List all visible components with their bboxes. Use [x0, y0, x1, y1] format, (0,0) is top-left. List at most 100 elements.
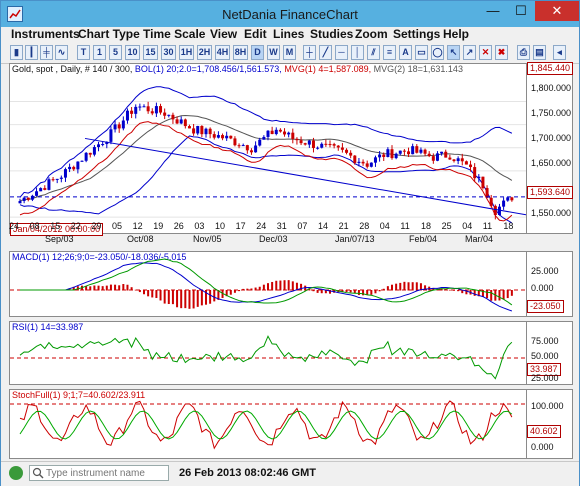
macd-histogram-bar [440, 288, 443, 291]
line-chart-icon[interactable]: ∿ [55, 45, 68, 60]
period-monthly-button[interactable]: M [283, 45, 296, 60]
period-1m-button[interactable]: 1 [93, 45, 106, 60]
candle [402, 150, 406, 152]
candle [510, 197, 514, 201]
candle [72, 166, 76, 170]
stoch-pane[interactable]: StochFull(1) 9;1;7=40.602/23.911 [9, 389, 527, 459]
candle [262, 136, 266, 140]
period-15m-button[interactable]: 15 [143, 45, 158, 60]
candle [320, 143, 324, 148]
candle [448, 157, 452, 160]
menu-edit[interactable]: Edit [244, 27, 267, 41]
instrument-search-input[interactable] [46, 467, 164, 479]
candlestick-icon[interactable]: ┃ [25, 45, 38, 60]
bar-chart-icon[interactable]: ▮ [10, 45, 23, 60]
macd-histogram-bar [395, 283, 398, 291]
period-4h-button[interactable]: 4H [215, 45, 230, 60]
macd-histogram-bar [209, 290, 212, 304]
period-30m-button[interactable]: 30 [161, 45, 176, 60]
period-8h-button[interactable]: 8H [233, 45, 248, 60]
ohlc-icon[interactable]: ╪ [40, 45, 53, 60]
candle [249, 150, 253, 153]
macd-histogram-bar [101, 286, 104, 291]
candle [245, 145, 249, 151]
period-2h-button[interactable]: 2H [197, 45, 212, 60]
candle [229, 135, 233, 139]
menu-chart-type[interactable]: Chart Type [78, 27, 140, 41]
trendline-icon[interactable]: ╱ [319, 45, 332, 60]
maximize-button[interactable]: ☐ [515, 3, 527, 18]
period-10m-button[interactable]: 10 [125, 45, 140, 60]
candle [456, 158, 460, 162]
price-axis[interactable]: 1,845.440 1,800.000 1,750.000 1,700.000 … [527, 62, 574, 234]
menu-zoom[interactable]: Zoom [355, 27, 388, 41]
window-layout-icon[interactable]: ▤ [533, 45, 546, 60]
delete-icon[interactable]: ✕ [479, 45, 492, 60]
delete-all-icon[interactable]: ✖ [495, 45, 508, 60]
menu-help[interactable]: Help [443, 27, 470, 41]
candle [390, 149, 394, 159]
close-button[interactable]: ✕ [535, 1, 579, 21]
rectangle-icon[interactable]: ▭ [415, 45, 428, 60]
candle [237, 145, 241, 147]
pointer-icon[interactable]: ↖ [447, 45, 460, 60]
toolbar-scroll-icon[interactable]: ◂ [553, 45, 566, 60]
macd-histogram-bar [271, 281, 274, 291]
candle [130, 110, 134, 114]
menu-view[interactable]: View [210, 27, 238, 41]
title-bar: NetDania FinanceChart — ☐ ✕ [1, 1, 579, 27]
candle [183, 119, 187, 127]
macd-histogram-bar [448, 289, 451, 291]
time-tick-day: 17 [235, 221, 246, 231]
candle [316, 147, 320, 149]
price-chart [10, 86, 526, 224]
period-5m-button[interactable]: 5 [109, 45, 122, 60]
fibonacci-icon[interactable]: ≡ [383, 45, 396, 60]
macd-histogram-bar [341, 290, 344, 293]
macd-histogram-bar [287, 280, 290, 291]
macd-histogram-bar [138, 290, 141, 293]
channel-icon[interactable]: ⫽ [367, 45, 380, 60]
price-chart-pane[interactable]: Gold, spot , Daily, # 140 / 300, BOL(1) … [9, 63, 527, 236]
menu-lines[interactable]: Lines [273, 27, 305, 41]
period-weekly-button[interactable]: W [267, 45, 280, 60]
crosshair-icon[interactable]: ┼ [303, 45, 316, 60]
instrument-search[interactable] [29, 465, 169, 481]
macd-last-label: -23.050 [527, 300, 564, 313]
candle [76, 161, 80, 170]
period-1h-button[interactable]: 1H [179, 45, 194, 60]
period-daily-button[interactable]: D [251, 45, 264, 60]
macd-histogram-bar [382, 288, 385, 291]
time-tick-day: 14 [318, 221, 329, 231]
menu-studies[interactable]: Studies [310, 27, 354, 41]
time-tick-day: 18 [421, 221, 432, 231]
arrow-icon[interactable]: ↗ [463, 45, 476, 60]
hline-icon[interactable]: ─ [335, 45, 348, 60]
vline-icon[interactable]: │ [351, 45, 364, 60]
ellipse-icon[interactable]: ◯ [431, 45, 444, 60]
text-tool-icon[interactable]: A [399, 45, 412, 60]
candle [171, 114, 175, 120]
candle [497, 206, 501, 215]
macd-histogram-bar [362, 290, 365, 296]
time-tick-day: 10 [215, 221, 226, 231]
macd-tick: 0.000 [531, 283, 554, 293]
macd-histogram-bar [68, 288, 71, 291]
macd-histogram-bar [242, 288, 245, 291]
time-tick-month: Sep/03 [45, 234, 74, 244]
candle [266, 130, 270, 137]
candle [361, 161, 365, 164]
stoch-last-label: 40.602 [527, 425, 561, 438]
candle [464, 161, 468, 165]
candle [485, 188, 489, 198]
macd-pane[interactable]: MACD(1) 12;26;9;0=-23.050/-18.036/-5.015 [9, 251, 527, 317]
macd-histogram-bar [481, 290, 484, 297]
minimize-button[interactable]: — [486, 3, 500, 18]
candle [59, 177, 63, 179]
menu-time-scale[interactable]: Time Scale [143, 27, 206, 41]
print-icon[interactable]: ⎙ [517, 45, 530, 60]
menu-instruments[interactable]: Instruments [11, 27, 80, 41]
menu-settings[interactable]: Settings [393, 27, 441, 41]
period-tick-button[interactable]: T [77, 45, 90, 60]
rsi-pane[interactable]: RSI(1) 14=33.987 [9, 321, 527, 385]
